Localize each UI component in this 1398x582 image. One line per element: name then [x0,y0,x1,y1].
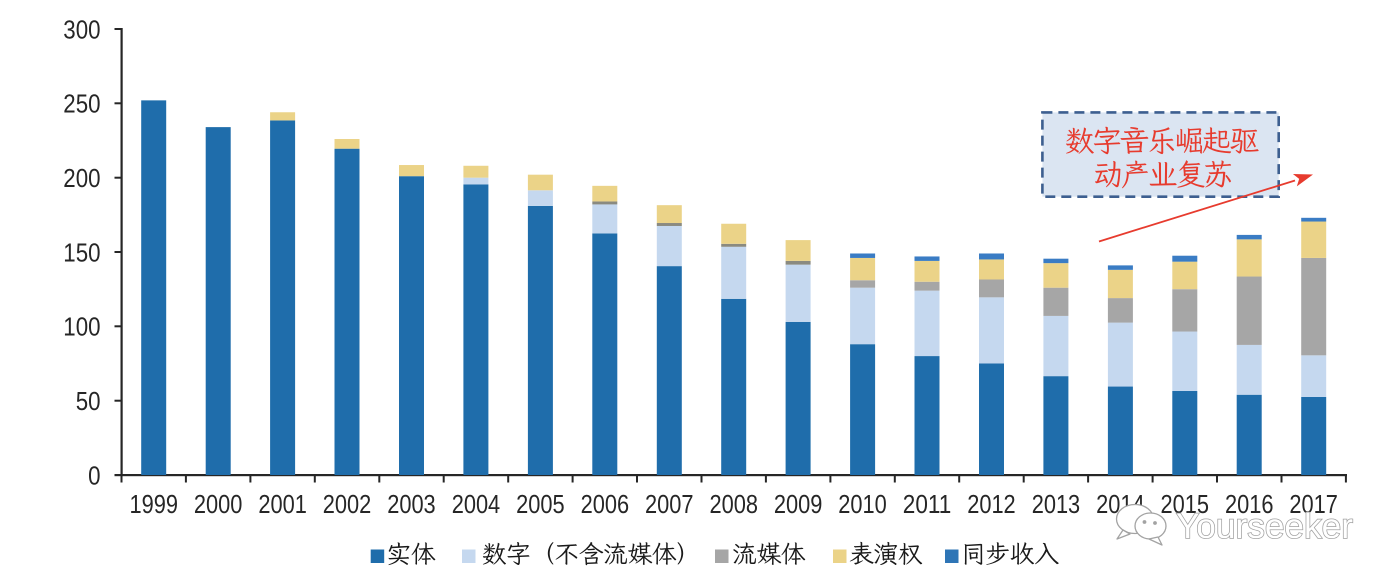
svg-text:2004: 2004 [452,489,501,519]
svg-text:2001: 2001 [258,489,307,519]
svg-text:Yourseeker: Yourseeker [1176,507,1353,546]
svg-text:300: 300 [63,14,100,44]
svg-text:2008: 2008 [710,489,759,519]
svg-text:2011: 2011 [903,489,952,519]
svg-text:2003: 2003 [387,489,436,519]
svg-text:100: 100 [63,312,100,342]
svg-text:200: 200 [63,163,100,193]
svg-text:2017: 2017 [1289,489,1338,519]
svg-text:2000: 2000 [194,489,243,519]
svg-text:1999: 1999 [130,489,179,519]
svg-text:2002: 2002 [323,489,372,519]
svg-text:250: 250 [63,89,100,119]
svg-text:2016: 2016 [1225,489,1274,519]
svg-text:2015: 2015 [1161,489,1210,519]
svg-text:2012: 2012 [967,489,1016,519]
svg-text:2009: 2009 [774,489,823,519]
svg-text:2013: 2013 [1032,489,1081,519]
svg-text:150: 150 [63,237,100,267]
svg-text:2006: 2006 [581,489,630,519]
svg-text:2005: 2005 [516,489,565,519]
svg-text:0: 0 [88,460,100,490]
svg-text:50: 50 [76,386,101,416]
svg-text:2007: 2007 [645,489,694,519]
svg-text:2010: 2010 [838,489,887,519]
